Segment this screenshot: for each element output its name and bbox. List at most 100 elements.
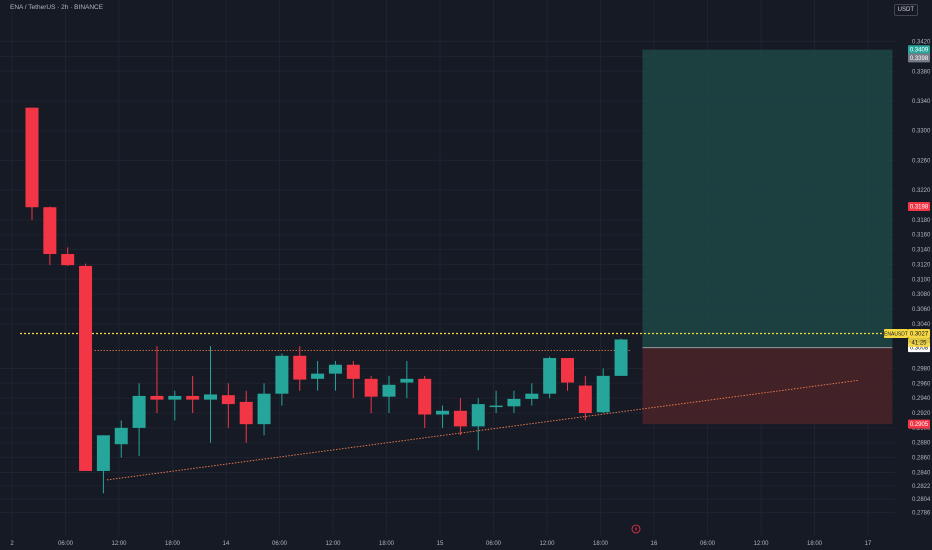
candle-body — [114, 427, 128, 445]
candle[interactable] — [543, 356, 557, 399]
y-tick-label: 0.3300 — [912, 129, 931, 135]
candle[interactable] — [25, 107, 39, 220]
y-tick-label: 0.2786 — [912, 511, 931, 517]
price-tag[interactable]: 0.3398 — [908, 53, 930, 63]
countdown-label: 41:25 — [911, 341, 927, 347]
symbol-tag-label: ENAUSDT — [884, 332, 908, 338]
candle[interactable] — [150, 346, 164, 414]
candle-body — [364, 378, 378, 397]
candle[interactable] — [257, 383, 271, 436]
candle-body — [239, 401, 253, 425]
time-axis: 2 06:00 12:00 18:00 14 06:00 12:00 18:00 15 06:00… — [0, 535, 932, 550]
lightning-icon[interactable] — [631, 524, 641, 534]
candle[interactable] — [293, 346, 307, 391]
candle[interactable] — [400, 361, 414, 399]
stop-loss-zone[interactable] — [642, 347, 893, 425]
take-profit-zone[interactable] — [642, 49, 893, 348]
currency-button[interactable]: USDT — [893, 4, 918, 16]
x-tick-label: 14 — [223, 541, 230, 547]
candle[interactable] — [239, 390, 253, 443]
candle-body — [489, 405, 503, 408]
price-axis: 0.34200.34000.33800.33400.33000.32600.32… — [895, 0, 932, 550]
price-tag[interactable]: 0.3409 — [908, 45, 930, 55]
symbol-title: ENA / TetherUS · 2h · BINANCE — [10, 4, 104, 11]
candle-body — [346, 364, 360, 379]
candle[interactable] — [346, 361, 360, 399]
price-tag-label: 0.3398 — [910, 56, 929, 62]
candle[interactable] — [364, 375, 378, 414]
candle[interactable] — [578, 375, 592, 421]
x-tick-label: 2 — [10, 541, 14, 547]
price-tag[interactable]: 0.3027 — [908, 329, 930, 339]
candle-body — [578, 385, 592, 414]
x-tick-label: 17 — [865, 541, 872, 547]
y-tick-label: 0.3180 — [912, 218, 931, 224]
y-tick-label: 0.3380 — [912, 69, 931, 75]
candle[interactable] — [525, 383, 539, 406]
y-tick-label: 0.2980 — [912, 366, 931, 372]
price-tag-label: 0.3027 — [910, 332, 929, 338]
x-tick-label: 18:00 — [807, 541, 823, 547]
y-tick-label: 0.3140 — [912, 248, 931, 254]
candle-body — [186, 395, 200, 400]
candle[interactable] — [275, 353, 289, 406]
x-tick-label: 06:00 — [58, 541, 74, 547]
candle-body — [596, 375, 610, 413]
candle-body — [543, 358, 557, 394]
candle[interactable] — [114, 420, 128, 458]
candle[interactable] — [614, 338, 628, 376]
candle-body — [507, 398, 521, 407]
y-tick-label: 0.2940 — [912, 396, 931, 402]
candle[interactable] — [471, 398, 485, 451]
x-tick-label: 12:00 — [539, 541, 555, 547]
y-tick-label: 0.2860 — [912, 456, 931, 462]
y-tick-label: 0.3420 — [912, 40, 931, 46]
candle[interactable] — [436, 405, 450, 428]
candle-body — [311, 373, 325, 379]
candle[interactable] — [186, 375, 200, 414]
candles — [25, 107, 628, 494]
candle[interactable] — [311, 361, 325, 391]
candle[interactable] — [79, 263, 93, 471]
candle[interactable] — [507, 390, 521, 414]
y-tick-label: 0.2880 — [912, 441, 931, 447]
y-tick-label: 0.3340 — [912, 99, 931, 105]
candle[interactable] — [132, 383, 146, 457]
price-tag[interactable]: 0.3198 — [908, 201, 930, 211]
price-tag[interactable]: 0.2905 — [908, 419, 930, 429]
candle[interactable] — [382, 375, 396, 414]
y-tick-label: 0.3060 — [912, 307, 931, 313]
candle[interactable] — [96, 435, 110, 494]
candle-body — [150, 395, 164, 400]
x-tick-label: 18:00 — [379, 541, 395, 547]
candle[interactable] — [43, 206, 57, 266]
candle[interactable] — [204, 346, 217, 443]
candle-body — [614, 339, 628, 376]
y-tick-label: 0.2960 — [912, 381, 931, 387]
candle[interactable] — [596, 368, 610, 414]
trendline[interactable] — [106, 379, 859, 481]
candle[interactable] — [221, 383, 235, 428]
y-tick-label: 0.3100 — [912, 277, 931, 283]
candle-body — [221, 395, 235, 405]
candle[interactable] — [168, 390, 182, 421]
y-tick-label: 0.3120 — [912, 262, 931, 268]
candle[interactable] — [61, 247, 75, 266]
candle[interactable] — [489, 390, 503, 414]
candle[interactable] — [418, 375, 432, 428]
candle-body — [293, 355, 307, 380]
x-tick-label: 06:00 — [700, 541, 716, 547]
candle[interactable] — [328, 361, 342, 391]
candle-body — [525, 393, 539, 399]
y-tick-label: 0.3080 — [912, 292, 931, 298]
candle-body — [471, 404, 485, 427]
candle[interactable] — [453, 398, 467, 436]
x-tick-label: 12:00 — [111, 541, 127, 547]
candle-body — [61, 254, 75, 266]
price-tags: 0.3409 0.3398 0.3198 0.3027 0.3008 0.2905 ENAU… — [884, 45, 930, 429]
candle-body — [25, 107, 39, 208]
candle-body — [382, 384, 396, 397]
candle[interactable] — [561, 358, 574, 391]
